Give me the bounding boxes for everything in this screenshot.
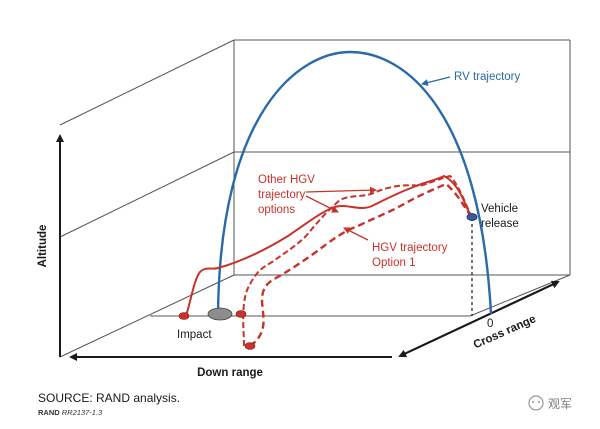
other-hgv-label-line2: trajectory <box>258 189 306 201</box>
other-hgv-label-line3: options <box>258 204 295 216</box>
impact-label: Impact <box>177 329 212 341</box>
source-note: SOURCE: RAND analysis. <box>38 391 180 405</box>
rv-trajectory-curve <box>216 50 493 315</box>
impact-marker <box>207 307 233 321</box>
rv-label-arrow <box>421 76 451 86</box>
hgv-other-upper-curve <box>242 174 473 347</box>
zero-label: 0 <box>487 318 493 330</box>
hgv-option1-label-line1: HGV trajectory <box>372 242 448 254</box>
other-hgv-label-line1: Other HGV <box>258 174 315 186</box>
box-frame <box>59 39 571 358</box>
figure-id-number: RR2137-1.3 <box>62 408 103 417</box>
figure-id: RAND RR2137-1.3 <box>38 408 103 417</box>
hgv-option1-arrow <box>343 227 369 241</box>
hgv-option1-label-line2: Option 1 <box>372 257 415 269</box>
down-range-axis-label: Down range <box>197 367 263 379</box>
rv-trajectory-label: RV trajectory <box>454 71 521 83</box>
hgv-impact-dot-low <box>244 342 256 350</box>
watermark: 观军 <box>528 395 572 411</box>
cross-range-axis-line-back <box>398 282 557 358</box>
altitude-axis-label: Altitude <box>37 225 49 268</box>
watermark-text: 观军 <box>548 397 572 411</box>
vehicle-release-label-line2: release <box>481 218 519 230</box>
vehicle-release-label-line1: Vehicle <box>481 203 518 215</box>
axes <box>56 134 560 361</box>
other-hgv-arrow-1 <box>305 186 377 194</box>
hgv-impact-dot-mid <box>235 310 247 318</box>
hgv-impact-dot-left <box>178 312 190 320</box>
watermark-icon <box>528 395 544 411</box>
vehicle-release-marker <box>466 213 478 221</box>
hgv-other-lower-curve <box>249 182 473 347</box>
figure-id-prefix: RAND <box>38 408 60 417</box>
other-hgv-arrow-2 <box>305 195 339 213</box>
